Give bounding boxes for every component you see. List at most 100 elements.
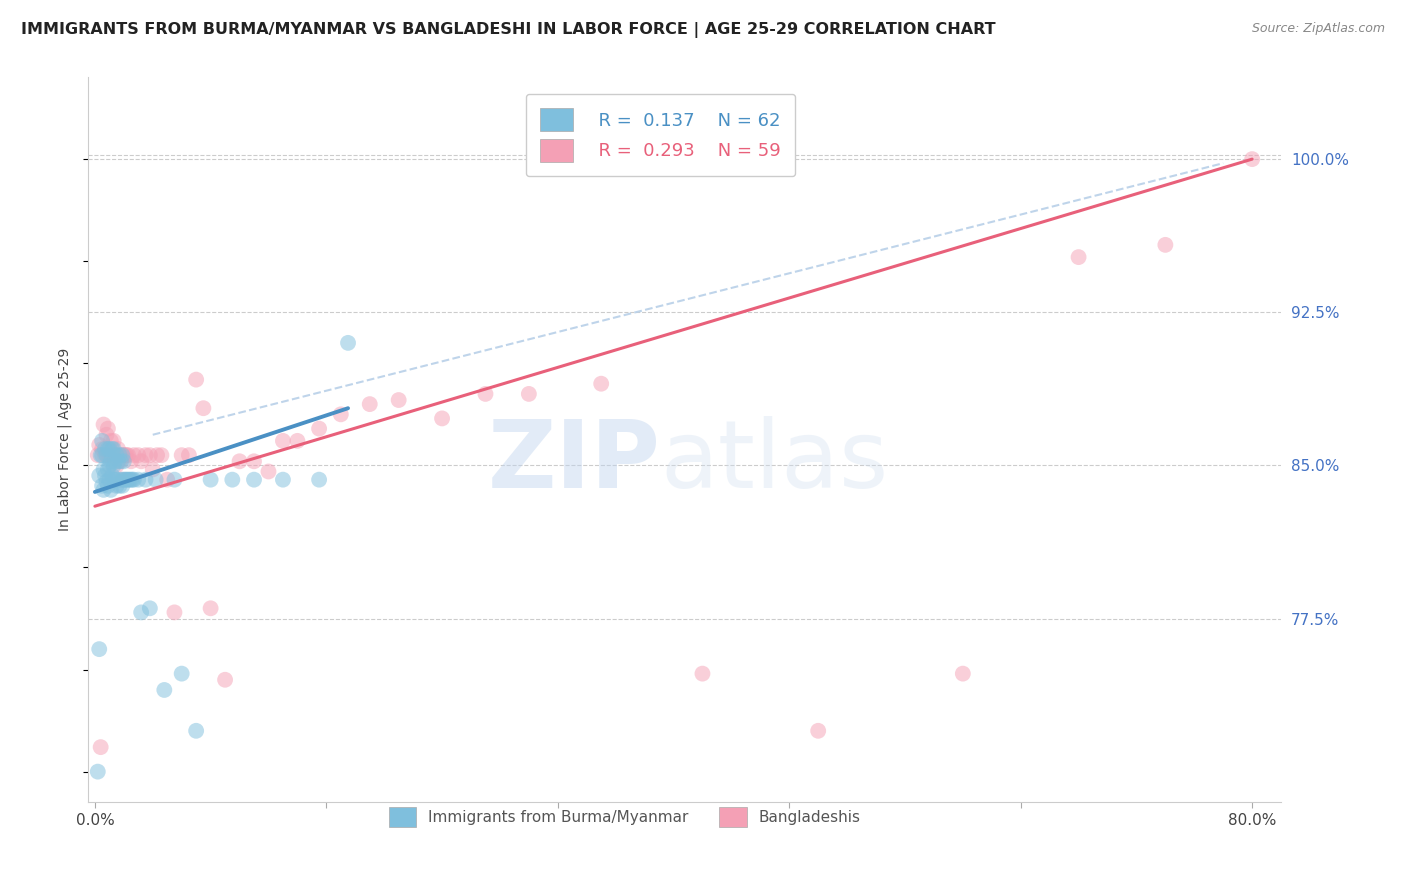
Point (112, 473, 135, 487)
Point (103, 458, 125, 473)
Point (111, 448, 134, 462)
Point (287, 434, 309, 448)
Text: IMMIGRANTS FROM BURMA/MYANMAR VS BANGLADESHI IN LABOR FORCE | AGE 25-29 CORRELAT: IMMIGRANTS FROM BURMA/MYANMAR VS BANGLAD… (21, 22, 995, 38)
Point (98, 473, 121, 487)
Point (120, 473, 142, 487)
Point (121, 473, 143, 487)
Point (139, 448, 162, 462)
Point (145, 473, 167, 487)
Point (93, 417, 115, 432)
Point (359, 397, 381, 411)
Point (111, 479, 134, 493)
Point (115, 473, 138, 487)
Point (90, 740, 112, 755)
Point (329, 407, 352, 421)
Point (89, 642, 111, 657)
Point (118, 473, 141, 487)
Point (127, 448, 149, 462)
Point (153, 683, 176, 698)
Point (337, 335, 360, 350)
Point (110, 473, 132, 487)
Point (97, 479, 120, 493)
Point (104, 454, 127, 468)
Point (193, 401, 215, 416)
Point (156, 473, 179, 487)
Text: ZIP: ZIP (488, 416, 661, 508)
Point (91, 434, 114, 448)
Point (146, 448, 169, 462)
Point (177, 448, 200, 462)
Point (97, 422, 120, 436)
Point (93, 462, 115, 476)
Point (100, 483, 122, 497)
Point (94, 448, 117, 462)
Point (952, 666, 974, 681)
Point (91, 448, 114, 462)
Point (103, 434, 125, 448)
Legend: Immigrants from Burma/Myanmar, Bangladeshis: Immigrants from Burma/Myanmar, Banglades… (381, 799, 869, 835)
Point (90, 448, 112, 462)
Point (105, 448, 128, 462)
Point (139, 601, 162, 615)
Point (122, 448, 145, 462)
Point (120, 454, 142, 468)
Point (430, 411, 453, 425)
Point (93, 483, 115, 497)
Point (388, 392, 411, 407)
Point (101, 442, 124, 456)
Point (96, 427, 118, 442)
Point (150, 448, 173, 462)
Point (807, 723, 830, 738)
Point (89, 438, 111, 452)
Point (107, 454, 129, 468)
Point (308, 422, 330, 436)
Point (96, 475, 118, 489)
Point (186, 723, 208, 738)
Text: Source: ZipAtlas.com: Source: ZipAtlas.com (1251, 22, 1385, 36)
Point (108, 454, 131, 468)
Point (91, 442, 114, 456)
Point (98, 458, 121, 473)
Point (97, 448, 120, 462)
Point (200, 473, 222, 487)
Point (108, 448, 131, 462)
Point (103, 442, 125, 456)
Point (112, 454, 135, 468)
Point (100, 454, 122, 468)
Point (517, 387, 540, 401)
Point (96, 448, 118, 462)
Point (127, 473, 149, 487)
Point (1154, 238, 1177, 252)
Point (115, 448, 138, 462)
Point (200, 601, 222, 615)
Point (163, 473, 186, 487)
Point (170, 666, 193, 681)
Point (129, 454, 152, 468)
Y-axis label: In Labor Force | Age 25-29: In Labor Force | Age 25-29 (58, 348, 72, 532)
Point (97, 442, 120, 456)
Point (98, 442, 121, 456)
Point (105, 479, 128, 493)
Point (94, 468, 117, 483)
Point (110, 448, 132, 462)
Point (104, 448, 127, 462)
Point (186, 373, 208, 387)
Point (98, 448, 121, 462)
Point (271, 434, 294, 448)
Point (1067, 250, 1090, 264)
Point (257, 465, 280, 479)
Point (107, 442, 129, 456)
Point (87, 448, 110, 462)
Point (221, 473, 243, 487)
Point (163, 606, 186, 620)
Text: atlas: atlas (661, 416, 889, 508)
Point (105, 458, 128, 473)
Point (214, 673, 236, 687)
Point (87, 764, 110, 779)
Point (122, 473, 145, 487)
Point (170, 448, 193, 462)
Point (100, 434, 122, 448)
Point (110, 454, 132, 468)
Point (692, 666, 714, 681)
Point (97, 462, 120, 476)
